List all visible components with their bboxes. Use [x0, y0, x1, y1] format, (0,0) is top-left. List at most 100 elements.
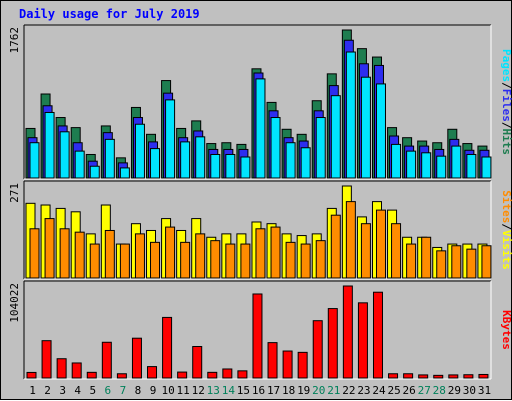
pages-bar	[285, 142, 296, 179]
sites-bar	[466, 248, 477, 279]
sites-bar	[29, 228, 40, 279]
pages-bar	[406, 150, 417, 179]
kbytes-bar	[237, 370, 248, 379]
x-tick-label: 5	[89, 384, 96, 397]
sites-bar	[119, 243, 130, 279]
sites-bar	[270, 226, 281, 279]
kbytes-bar	[478, 373, 489, 379]
pages-bar	[315, 117, 326, 179]
pages-bar	[421, 152, 432, 179]
x-tick-label: 25	[387, 384, 400, 397]
x-tick-label: 24	[372, 384, 386, 397]
pages-bar	[345, 51, 356, 179]
pages-bar	[210, 153, 221, 179]
sites-bar	[195, 233, 206, 279]
sites-bar	[345, 201, 356, 279]
sites-bar	[255, 228, 266, 279]
sites-bar	[300, 243, 311, 279]
sites-bar	[436, 250, 447, 279]
pages-bar	[225, 153, 236, 179]
sites-bar	[89, 243, 100, 279]
kbytes-panel-ymax-label: 104022	[8, 283, 21, 323]
kbytes-bar	[101, 341, 112, 379]
x-tick-label: 26	[403, 384, 416, 397]
hits-panel-side-label-files: Files	[500, 89, 512, 122]
kbytes-bar	[403, 373, 414, 379]
pages-bar	[59, 131, 70, 179]
pages-bar	[104, 138, 115, 179]
pages-bar	[360, 76, 371, 179]
kbytes-bar	[448, 374, 459, 379]
pages-bar	[436, 155, 447, 179]
x-tick-label: 17	[267, 384, 280, 397]
hits-panel-ymax-label: 1762	[8, 27, 21, 54]
x-tick-label: 11	[177, 384, 190, 397]
x-tick-label: 6	[105, 384, 112, 397]
sites-bar	[360, 223, 371, 279]
x-tick-label: 18	[282, 384, 295, 397]
kbytes-bar	[418, 374, 429, 379]
x-tick-label: 16	[252, 384, 265, 397]
x-tick-label: 20	[312, 384, 325, 397]
pages-bar	[466, 153, 477, 179]
x-tick-label: 13	[207, 384, 220, 397]
sites-bar	[180, 241, 191, 279]
x-tick-label: 28	[433, 384, 446, 397]
x-tick-label: 12	[192, 384, 205, 397]
kbytes-bar	[192, 346, 203, 379]
kbytes-bar	[207, 371, 218, 379]
kbytes-bar	[357, 302, 368, 379]
visits-panel-side-label-separator: /	[500, 223, 512, 230]
kbytes-bar	[131, 337, 142, 379]
x-tick-label: 2	[44, 384, 51, 397]
sites-bar	[375, 209, 386, 279]
pages-bar	[240, 156, 251, 179]
pages-bar	[300, 147, 311, 179]
kbytes-bar	[327, 308, 338, 379]
x-tick-label: 27	[418, 384, 431, 397]
kbytes-bar	[342, 285, 353, 379]
kbytes-bar	[297, 351, 308, 379]
pages-bar	[180, 141, 191, 179]
sites-bar	[104, 229, 115, 279]
pages-bar	[481, 156, 492, 179]
sites-bar	[481, 245, 492, 279]
kbytes-panel-side-label-kbytes: KBytes	[500, 310, 512, 350]
kbytes-bar	[252, 293, 263, 379]
pages-bar	[165, 99, 176, 179]
sites-bar	[406, 243, 417, 279]
hits-panel-side-label-hits: Hits	[500, 129, 512, 156]
pages-bar	[134, 123, 145, 179]
pages-bar	[150, 148, 161, 179]
x-tick-label: 10	[161, 384, 174, 397]
kbytes-panel-side-label: KBytes	[500, 310, 512, 350]
pages-bar	[195, 136, 206, 179]
sites-bar	[451, 245, 462, 279]
sites-bar	[315, 240, 326, 279]
x-tick-label: 1	[29, 384, 36, 397]
x-tick-label: 7	[120, 384, 127, 397]
x-tick-label: 9	[150, 384, 157, 397]
x-tick-label: 3	[59, 384, 66, 397]
chart-title: Daily usage for July 2019	[19, 7, 200, 21]
sites-bar	[59, 228, 70, 279]
visits-panel-side-label: Sites/Visits	[500, 190, 512, 270]
x-tick-label: 14	[222, 384, 236, 397]
kbytes-bar	[372, 291, 383, 379]
sites-bar	[391, 223, 402, 279]
sites-bar	[150, 241, 161, 279]
sites-bar	[134, 233, 145, 279]
kbytes-bar	[41, 340, 52, 379]
kbytes-bar	[433, 374, 444, 379]
x-tick-label: 22	[342, 384, 355, 397]
hits-panel-side-label-pages: Pages	[500, 49, 512, 82]
kbytes-bar	[463, 374, 474, 379]
pages-bar	[451, 145, 462, 179]
kbytes-bar	[56, 358, 67, 379]
x-tick-label: 29	[448, 384, 461, 397]
kbytes-bar	[26, 371, 37, 379]
kbytes-bar	[86, 371, 97, 379]
pages-bar	[270, 117, 281, 179]
sites-bar	[44, 218, 55, 279]
